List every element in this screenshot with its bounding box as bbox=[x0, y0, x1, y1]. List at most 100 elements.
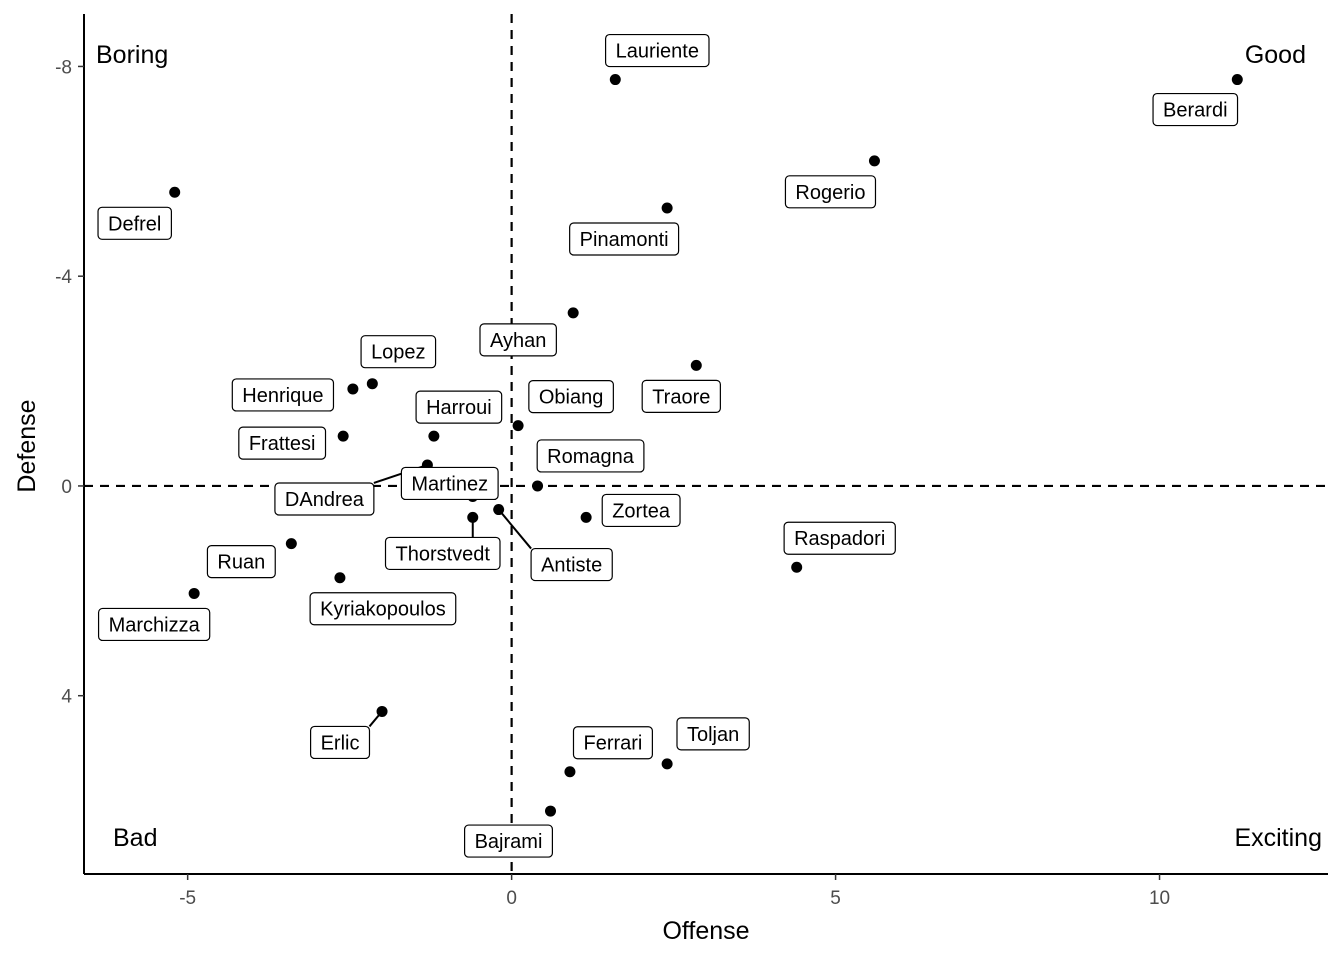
data-point-ferrari bbox=[564, 766, 576, 778]
data-point-henrique bbox=[347, 383, 359, 395]
point-label-henrique: Henrique bbox=[231, 378, 335, 412]
point-label-text: Zortea bbox=[612, 500, 671, 522]
point-label-box bbox=[97, 607, 211, 642]
point-label-box bbox=[479, 323, 557, 357]
point-label-box bbox=[784, 175, 877, 209]
point-label-ruan: Ruan bbox=[206, 545, 276, 579]
point-label-box bbox=[384, 536, 501, 571]
point-label-antiste: Antiste bbox=[530, 547, 613, 582]
point-label-box bbox=[676, 717, 750, 751]
data-point-marchizza bbox=[188, 587, 200, 599]
quadrant-label-top-left: Boring bbox=[96, 41, 168, 69]
quadrant-label-top-right: Good bbox=[1245, 41, 1306, 69]
data-point-harroui bbox=[428, 430, 440, 442]
point-label-box bbox=[604, 33, 710, 68]
point-label-box bbox=[238, 426, 327, 460]
point-label-text: Defrel bbox=[108, 213, 161, 235]
data-points bbox=[169, 74, 1243, 817]
point-label-rogerio: Rogerio bbox=[784, 175, 877, 209]
data-point-romagna bbox=[532, 480, 544, 492]
point-label-kyriakopoulos: Kyriakopoulos bbox=[309, 592, 457, 626]
point-label-defrel: Defrel bbox=[97, 206, 172, 240]
point-label-thorstvedt: Thorstvedt bbox=[384, 536, 501, 571]
point-label-text: Toljan bbox=[687, 724, 739, 746]
point-label-box bbox=[464, 824, 553, 858]
data-point-erlic bbox=[376, 705, 388, 717]
data-point-toljan bbox=[661, 758, 673, 770]
point-label-box bbox=[97, 206, 172, 240]
y-tick-label: -4 bbox=[55, 267, 72, 288]
quadrant-label-bottom-right: Exciting bbox=[1234, 824, 1322, 852]
point-label-box bbox=[528, 380, 614, 414]
data-point-raspadori bbox=[791, 561, 803, 573]
point-label-box bbox=[601, 493, 681, 528]
point-label-box bbox=[206, 545, 276, 579]
point-label-box bbox=[309, 592, 457, 626]
data-point-traore bbox=[690, 359, 702, 371]
x-tick-label: -5 bbox=[179, 888, 196, 909]
point-label-ayhan: Ayhan bbox=[479, 323, 557, 357]
point-label-harroui: Harroui bbox=[415, 390, 503, 424]
data-point-zortea bbox=[580, 511, 592, 523]
point-label-text: Ayhan bbox=[490, 330, 546, 352]
point-label-text: Raspadori bbox=[794, 528, 885, 550]
data-point-obiang bbox=[512, 420, 524, 432]
point-label-text: Lopez bbox=[371, 342, 426, 364]
point-label-text: Martinez bbox=[411, 473, 488, 495]
data-point-rogerio bbox=[868, 155, 880, 167]
point-label-lopez: Lopez bbox=[360, 335, 437, 369]
data-point-pinamonti bbox=[661, 202, 673, 214]
point-label-frattesi: Frattesi bbox=[238, 426, 327, 460]
point-label-traore: Traore bbox=[641, 379, 721, 413]
data-point-berardi bbox=[1231, 74, 1243, 86]
point-label-romagna: Romagna bbox=[536, 439, 645, 473]
data-point-antiste bbox=[493, 504, 505, 516]
point-label-pinamonti: Pinamonti bbox=[569, 222, 680, 256]
axes: -5 0 5 10 -8 -4 0 4 bbox=[55, 14, 1328, 909]
point-label-box bbox=[309, 725, 371, 760]
data-point-defrel bbox=[169, 186, 181, 198]
x-axis-title: Offense bbox=[662, 917, 749, 945]
point-label-obiang: Obiang bbox=[528, 380, 614, 414]
point-label-box bbox=[536, 439, 645, 473]
quadrant-label-bottom-left: Bad bbox=[113, 824, 157, 852]
point-label-text: DAndrea bbox=[285, 489, 365, 511]
point-label-marchizza: Marchizza bbox=[97, 607, 211, 642]
point-label-text: Obiang bbox=[539, 387, 604, 409]
point-label-text: Pinamonti bbox=[580, 229, 669, 251]
point-label-text: Henrique bbox=[242, 385, 323, 407]
point-label-box bbox=[415, 390, 503, 424]
point-label-bajrami: Bajrami bbox=[464, 824, 553, 858]
point-label-box bbox=[274, 482, 375, 516]
point-label-text: Berardi bbox=[1163, 100, 1227, 122]
point-label-box bbox=[231, 378, 335, 412]
point-label-text: Ruan bbox=[217, 552, 265, 574]
point-label-box bbox=[1152, 92, 1239, 127]
data-point-frattesi bbox=[337, 430, 349, 442]
point-label-text: Frattesi bbox=[249, 433, 316, 455]
point-label-text: Bajrami bbox=[475, 831, 543, 853]
y-tick-label: 0 bbox=[61, 477, 72, 498]
data-point-bajrami bbox=[545, 805, 556, 817]
point-label-raspadori: Raspadori bbox=[783, 521, 896, 555]
point-label-box bbox=[530, 547, 613, 582]
point-label-text: Thorstvedt bbox=[396, 543, 491, 565]
data-point-ayhan bbox=[567, 307, 579, 319]
y-axis-title: Defense bbox=[13, 399, 41, 492]
data-point-kyriakopoulos bbox=[334, 572, 346, 584]
point-label-ferrari: Ferrari bbox=[572, 726, 653, 760]
point-label-box bbox=[641, 379, 721, 413]
point-label-martinez: Martinez bbox=[400, 466, 499, 501]
point-label-berardi: Berardi bbox=[1152, 92, 1239, 127]
point-label-text: Antiste bbox=[541, 555, 602, 577]
point-label-toljan: Toljan bbox=[676, 717, 750, 751]
point-label-box bbox=[360, 335, 437, 369]
x-tick-label: 5 bbox=[830, 888, 841, 909]
point-label-dandrea: DAndrea bbox=[274, 482, 375, 516]
point-labels: Lauriente Berardi Rogerio Defrel Pinamonti Ay… bbox=[97, 33, 1239, 858]
label-connector bbox=[497, 508, 532, 550]
point-label-text: Rogerio bbox=[795, 182, 865, 204]
point-label-box bbox=[400, 466, 499, 501]
point-label-text: Harroui bbox=[426, 397, 492, 419]
y-tick-label: 4 bbox=[61, 687, 72, 708]
